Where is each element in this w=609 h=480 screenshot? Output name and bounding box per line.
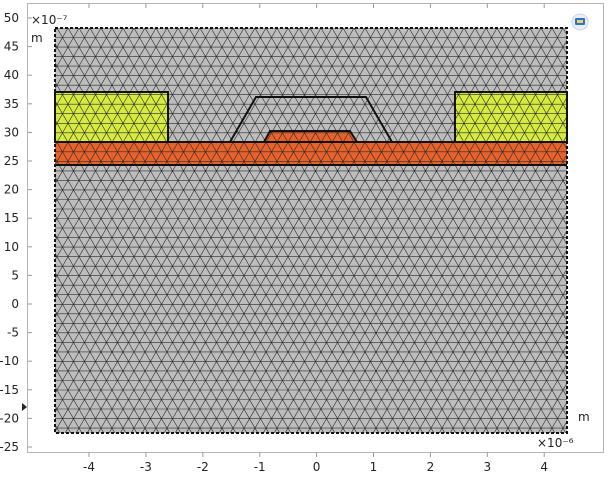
x-tick-label: 1 [370,460,378,474]
y-tick-label: 0 [11,297,19,311]
y-tick-label: -25 [0,440,19,454]
x-tick-label: 3 [483,460,491,474]
x-tick-label: -2 [197,460,209,474]
y-tick-label: 15 [4,211,19,225]
y-tick-label: -20 [0,411,19,425]
y-tick-label: 45 [4,40,19,54]
y-axis-exponent: ×10⁻⁷ [31,13,68,27]
x-tick-label: 0 [313,460,321,474]
y-tick-label: 50 [4,11,19,25]
plot-frame [27,3,604,453]
y-tick-label: 5 [11,268,19,282]
y-tick-label: 40 [4,68,19,82]
y-tick-label: 35 [4,97,19,111]
view-toggle-icon[interactable] [571,13,589,31]
y-tick-label: -15 [0,383,19,397]
ridge-boundary [263,130,358,143]
cladding-trapezoid-boundary [229,96,393,143]
y-tick-label: -10 [0,354,19,368]
x-tick-label: -3 [140,460,152,474]
x-tick-label: -1 [254,460,266,474]
domain-boundaries [54,27,568,434]
y-tick-label: 20 [4,183,19,197]
outer-boundary [54,27,568,434]
mesh-edge-lines [55,28,567,433]
y-tick-label: -5 [7,326,19,340]
x-tick-label: 2 [427,460,435,474]
x-axis-exponent: ×10⁻⁶ [537,436,574,450]
x-tick-label: 4 [540,460,548,474]
pan-arrow-icon[interactable] [22,403,27,411]
x-axis-unit: m [578,410,590,424]
y-tick-label: 10 [4,240,19,254]
mesh-domain [55,28,567,433]
y-tick-label: 25 [4,154,19,168]
y-axis-unit: m [31,31,43,45]
y-tick-label: 30 [4,125,19,139]
mesh-triangles [55,28,567,433]
x-axis-ticks: -4 -3 -2 -1 0 1 2 3 4 [83,3,548,474]
x-tick-label: -4 [83,460,95,474]
